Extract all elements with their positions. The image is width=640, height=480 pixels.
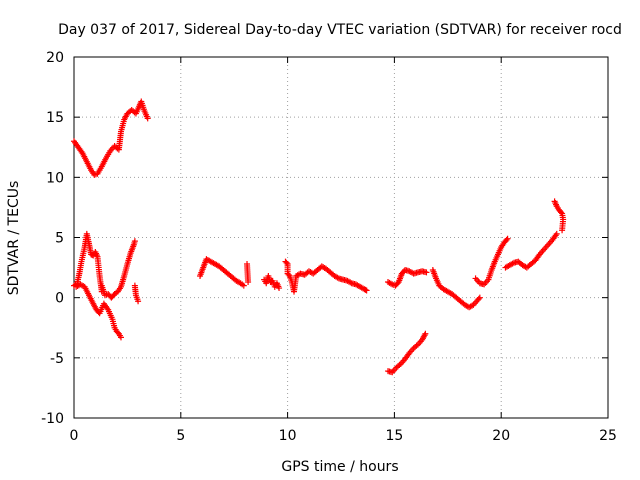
data-point (135, 298, 142, 305)
series-arc-l (429, 266, 483, 311)
data-point (240, 282, 247, 289)
series-arc-h (261, 273, 283, 292)
series-arc-a (71, 98, 151, 178)
data-point (504, 235, 511, 242)
y-tick-labels: -10 -5 0 5 10 15 20 (41, 50, 64, 427)
x-tick-label: 20 (492, 428, 510, 444)
data-point (144, 115, 151, 122)
data-marks (71, 98, 567, 376)
data-point (503, 236, 510, 243)
series-arc-f (197, 256, 247, 289)
x-axis-title: GPS time / hours (281, 459, 398, 475)
series-arc-k (384, 266, 430, 289)
chart-title: Day 037 of 2017, Sidereal Day-to-day VTE… (58, 22, 622, 38)
y-tick-label: 10 (46, 170, 64, 186)
y-tick-label: 5 (55, 231, 64, 247)
y-tick-label: 20 (46, 50, 64, 66)
y-tick-label: -10 (41, 411, 64, 427)
grid (74, 57, 608, 418)
data-point (422, 330, 429, 337)
data-point (553, 230, 560, 237)
x-tick-label: 25 (599, 428, 617, 444)
series-arc-e (131, 282, 142, 305)
x-tick-label: 0 (70, 428, 79, 444)
data-point (475, 295, 482, 302)
series-arc-m (472, 235, 511, 288)
data-point (363, 287, 370, 294)
y-tick-label: 15 (46, 110, 64, 126)
x-tick-labels: 0 5 10 15 20 25 (70, 428, 617, 444)
data-point (285, 271, 292, 278)
series-arc-c (73, 281, 124, 341)
series-arc-n (502, 230, 560, 271)
data-point (283, 259, 290, 266)
y-tick-label: -5 (50, 351, 64, 367)
data-point (131, 238, 138, 245)
data-point (559, 227, 566, 234)
series-arc-d (98, 238, 138, 301)
series-arc-i (282, 258, 370, 295)
data-point (476, 294, 483, 301)
data-point (117, 334, 124, 341)
series-arc-g (244, 260, 252, 286)
series-arc-o (551, 198, 567, 234)
x-tick-label: 5 (176, 428, 185, 444)
y-tick-label: 0 (55, 291, 64, 307)
series-arc-j (384, 330, 429, 376)
data-point (558, 209, 565, 216)
data-point (245, 279, 252, 286)
data-point (114, 329, 121, 336)
data-point (362, 286, 369, 293)
x-tick-label: 10 (279, 428, 297, 444)
axis-ticks (73, 56, 609, 419)
x-tick-label: 15 (385, 428, 403, 444)
y-axis-title: SDTVAR / TECUs (6, 181, 22, 296)
data-point (423, 269, 430, 276)
data-point (276, 285, 283, 292)
